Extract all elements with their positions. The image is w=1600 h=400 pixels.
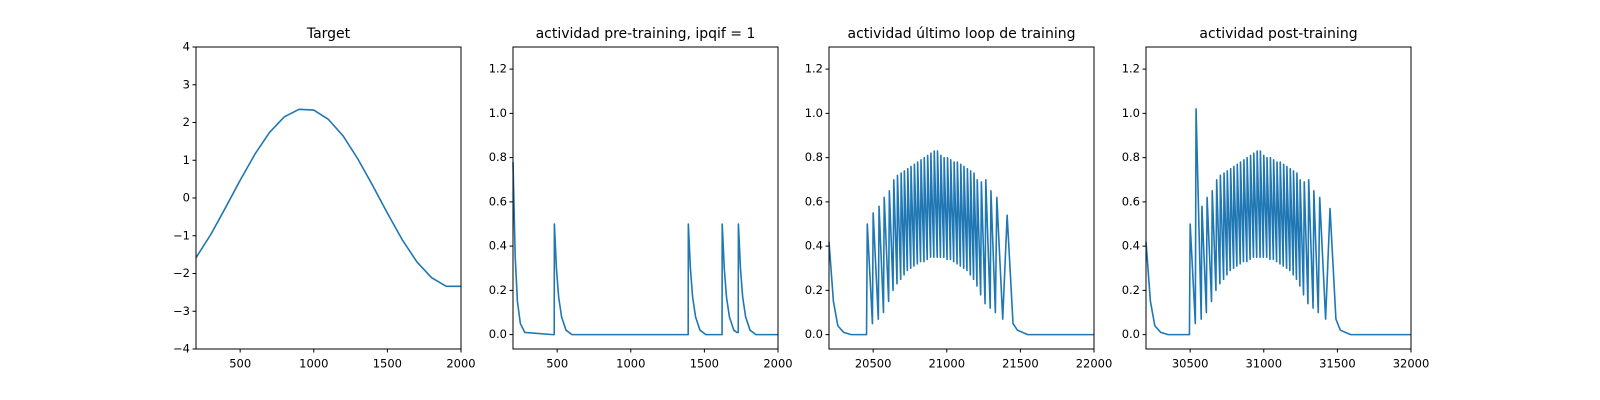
- y-tick-label: 0: [183, 191, 190, 205]
- x-tick-label: 31500: [1319, 357, 1356, 371]
- axes-frame: [512, 46, 779, 350]
- x-tick-label: 2000: [763, 357, 792, 371]
- y-tick-label: 4: [183, 40, 190, 54]
- y-tick-label: 1: [183, 153, 190, 167]
- y-tick-label: 1.2: [1122, 62, 1140, 76]
- y-tick-label: 0.4: [489, 239, 507, 253]
- y-tick-label: 0.8: [1122, 150, 1140, 164]
- x-tick-label: 20500: [855, 357, 892, 371]
- panel-title: actividad pre-training, ipqif = 1: [536, 26, 756, 42]
- y-tick-label: 1.2: [805, 62, 823, 76]
- y-tick-label: 1.2: [489, 62, 507, 76]
- y-tick-label: 2: [183, 115, 190, 129]
- y-tick-label: 0.0: [489, 327, 507, 341]
- x-tick-label: 21000: [928, 357, 965, 371]
- y-tick-label: 1.0: [805, 106, 823, 120]
- y-tick-label: 3: [183, 77, 190, 91]
- y-tick-label: 0.6: [805, 194, 823, 208]
- x-tick-label: 22000: [1076, 357, 1113, 371]
- x-tick-label: 1500: [690, 357, 719, 371]
- y-tick-label: −1: [173, 228, 190, 242]
- y-tick-label: 0.6: [1122, 194, 1140, 208]
- x-tick-label: 21500: [1002, 357, 1039, 371]
- x-tick-label: 32000: [1393, 357, 1430, 371]
- x-tick-label: 500: [546, 357, 568, 371]
- y-tick-label: 0.6: [489, 194, 507, 208]
- y-tick-label: 0.4: [1122, 239, 1140, 253]
- panel-title: Target: [306, 26, 351, 42]
- axes-frame: [1145, 46, 1412, 350]
- x-tick-label: 1500: [373, 357, 402, 371]
- line-series: [195, 108, 461, 288]
- x-tick-label: 2000: [446, 357, 475, 371]
- y-tick-label: 0.8: [489, 150, 507, 164]
- x-tick-label: 30500: [1172, 357, 1209, 371]
- y-tick-label: −4: [173, 342, 190, 356]
- panel-title: actividad último loop de training: [848, 26, 1076, 42]
- axes-frame: [828, 46, 1095, 350]
- y-tick-label: −2: [173, 266, 190, 280]
- y-tick-label: −3: [173, 304, 190, 318]
- y-tick-label: 0.4: [805, 239, 823, 253]
- y-tick-label: 0.2: [1122, 283, 1140, 297]
- y-tick-label: 0.0: [805, 327, 823, 341]
- y-tick-label: 1.0: [1122, 106, 1140, 120]
- line-series: [512, 162, 778, 336]
- x-tick-label: 1000: [299, 357, 328, 371]
- y-tick-label: 0.0: [1122, 327, 1140, 341]
- x-tick-label: 31000: [1245, 357, 1282, 371]
- y-tick-label: 1.0: [489, 106, 507, 120]
- y-tick-label: 0.2: [489, 283, 507, 297]
- panel-title: actividad post-training: [1199, 26, 1357, 42]
- line-series: [828, 150, 1094, 336]
- y-tick-label: 0.8: [805, 150, 823, 164]
- axes-frame: [195, 46, 462, 350]
- x-tick-label: 500: [229, 357, 251, 371]
- x-tick-label: 1000: [616, 357, 645, 371]
- line-series: [1145, 108, 1411, 336]
- y-tick-label: 0.2: [805, 283, 823, 297]
